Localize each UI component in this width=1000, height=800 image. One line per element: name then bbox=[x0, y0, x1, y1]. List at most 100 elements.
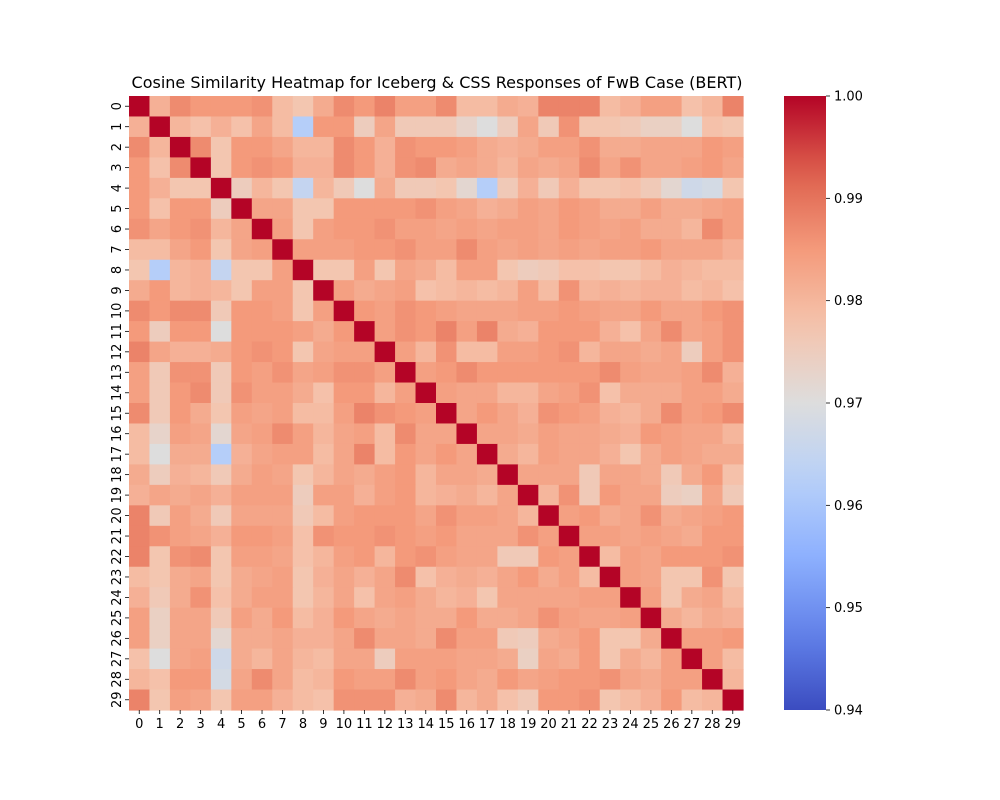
heatmap-cell bbox=[169, 566, 191, 588]
heatmap-cell bbox=[354, 546, 376, 568]
heatmap-cell bbox=[702, 177, 724, 199]
colorbar-tick-label: 0.95 bbox=[834, 601, 863, 616]
heatmap-cell bbox=[476, 341, 498, 363]
heatmap-cell bbox=[272, 321, 294, 343]
heatmap-cell bbox=[210, 341, 232, 363]
heatmap-cell bbox=[354, 116, 376, 138]
heatmap-cell bbox=[620, 443, 642, 465]
heatmap-cell bbox=[722, 648, 744, 670]
heatmap-cell bbox=[436, 628, 458, 650]
heatmap-cell bbox=[251, 321, 273, 343]
heatmap-cell bbox=[354, 218, 376, 240]
heatmap-cell bbox=[517, 607, 539, 629]
heatmap-cell bbox=[640, 198, 662, 220]
heatmap-cell bbox=[681, 341, 703, 363]
heatmap-cell bbox=[722, 218, 744, 240]
heatmap-cell bbox=[517, 525, 539, 547]
heatmap-cell bbox=[476, 669, 498, 691]
heatmap-cell bbox=[415, 382, 437, 404]
heatmap-cell bbox=[661, 689, 683, 711]
heatmap-cell bbox=[456, 96, 478, 118]
heatmap-cell bbox=[210, 239, 232, 261]
x-tick-label: 27 bbox=[684, 717, 701, 732]
y-tick-label: 11 bbox=[110, 323, 125, 340]
heatmap-cell bbox=[129, 546, 151, 568]
heatmap-cell bbox=[497, 116, 519, 138]
heatmap-cell bbox=[476, 689, 498, 711]
heatmap-cell bbox=[456, 525, 478, 547]
heatmap-cell bbox=[517, 648, 539, 670]
heatmap-cell bbox=[333, 136, 355, 158]
heatmap-cell bbox=[395, 525, 417, 547]
heatmap-cell bbox=[640, 136, 662, 158]
heatmap-cell bbox=[313, 484, 335, 506]
heatmap-cell bbox=[558, 382, 580, 404]
heatmap-cell bbox=[497, 198, 519, 220]
x-tick-label: 15 bbox=[438, 717, 455, 732]
heatmap-cell bbox=[558, 525, 580, 547]
heatmap-cell bbox=[661, 525, 683, 547]
heatmap-cell bbox=[558, 628, 580, 650]
heatmap-cell bbox=[722, 423, 744, 445]
heatmap-cell bbox=[722, 239, 744, 261]
heatmap-cell bbox=[681, 177, 703, 199]
y-tick-label: 8 bbox=[110, 266, 125, 274]
heatmap-cell bbox=[149, 362, 171, 384]
heatmap-cell bbox=[149, 689, 171, 711]
y-tick-label: 22 bbox=[110, 548, 125, 565]
heatmap-cell bbox=[129, 525, 151, 547]
heatmap-cell bbox=[538, 136, 560, 158]
heatmap-cell bbox=[354, 300, 376, 322]
heatmap-cell bbox=[210, 177, 232, 199]
heatmap-cell bbox=[702, 259, 724, 281]
heatmap-cell bbox=[722, 525, 744, 547]
heatmap-cell bbox=[210, 157, 232, 179]
heatmap-cell bbox=[169, 218, 191, 240]
heatmap-cell bbox=[272, 218, 294, 240]
heatmap-cell bbox=[476, 566, 498, 588]
heatmap-cell bbox=[354, 566, 376, 588]
heatmap-cell bbox=[579, 382, 601, 404]
heatmap-cell bbox=[640, 382, 662, 404]
heatmap-cell bbox=[251, 587, 273, 609]
heatmap-cell bbox=[415, 648, 437, 670]
heatmap-cell bbox=[415, 464, 437, 486]
x-tick-label: 13 bbox=[397, 717, 414, 732]
heatmap-cell bbox=[313, 96, 335, 118]
heatmap-cell bbox=[272, 198, 294, 220]
heatmap-cell bbox=[190, 136, 212, 158]
heatmap-cell bbox=[169, 382, 191, 404]
y-tick-label: 26 bbox=[110, 630, 125, 647]
heatmap-cell bbox=[415, 96, 437, 118]
heatmap-cell bbox=[333, 300, 355, 322]
y-tick-label: 25 bbox=[110, 610, 125, 627]
heatmap-cell bbox=[702, 96, 724, 118]
heatmap-cell bbox=[681, 464, 703, 486]
heatmap-cell bbox=[517, 259, 539, 281]
heatmap-cell bbox=[640, 239, 662, 261]
heatmap-cell bbox=[169, 689, 191, 711]
x-axis: 0 1 2 3 4 5 6 7 8 9 10 11 12 13 14 15 16 17 18 19 20 21 22 23 24… bbox=[135, 710, 741, 732]
heatmap-cell bbox=[313, 259, 335, 281]
heatmap-cell bbox=[681, 423, 703, 445]
heatmap-cell bbox=[333, 116, 355, 138]
heatmap-cell bbox=[129, 484, 151, 506]
heatmap-cell bbox=[149, 628, 171, 650]
heatmap-cell bbox=[374, 689, 396, 711]
heatmap-cell bbox=[354, 587, 376, 609]
heatmap-cell bbox=[149, 136, 171, 158]
heatmap-cell bbox=[415, 443, 437, 465]
heatmap-cell bbox=[640, 628, 662, 650]
heatmap-cell bbox=[251, 116, 273, 138]
heatmap-cell bbox=[251, 566, 273, 588]
x-tick-label: 20 bbox=[540, 717, 557, 732]
heatmap-cell bbox=[231, 177, 253, 199]
heatmap-cell bbox=[313, 280, 335, 302]
heatmap-cell bbox=[210, 607, 232, 629]
heatmap-cell bbox=[333, 566, 355, 588]
heatmap-cell bbox=[251, 484, 273, 506]
heatmap-cell bbox=[681, 505, 703, 527]
heatmap-cell bbox=[517, 198, 539, 220]
heatmap-cell bbox=[149, 341, 171, 363]
heatmap-cell bbox=[333, 423, 355, 445]
